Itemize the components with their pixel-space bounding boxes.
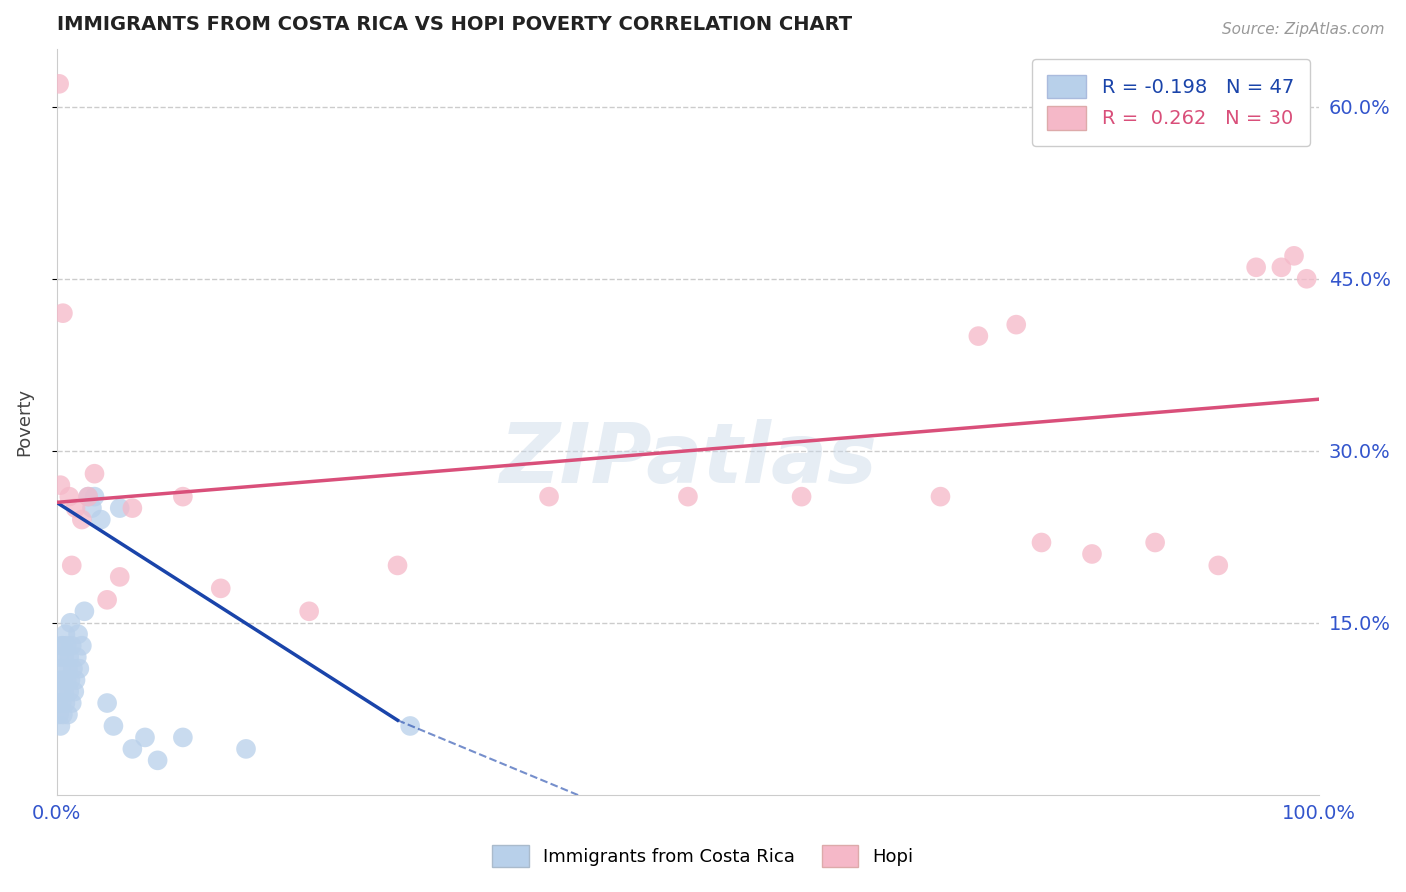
Point — [60, 696, 83, 710]
Point — [1244, 260, 1267, 275]
Text: Source: ZipAtlas.com: Source: ZipAtlas.com — [1222, 22, 1385, 37]
Point — [53, 684, 76, 698]
Point — [48, 707, 70, 722]
Point — [1206, 558, 1229, 573]
Point — [121, 501, 143, 516]
Point — [146, 753, 169, 767]
Point — [52, 707, 75, 722]
Point — [66, 650, 89, 665]
Point — [48, 650, 70, 665]
Point — [1031, 535, 1053, 549]
Point — [103, 719, 125, 733]
Point — [55, 696, 77, 710]
Point — [51, 639, 73, 653]
Y-axis label: Poverty: Poverty — [15, 388, 32, 456]
Point — [96, 696, 118, 710]
Point — [65, 501, 87, 516]
Point — [63, 684, 86, 698]
Point — [929, 490, 952, 504]
Point — [790, 490, 813, 504]
Point — [1144, 535, 1167, 549]
Point — [235, 742, 257, 756]
Point — [49, 662, 72, 676]
Legend: R = -0.198   N = 47, R =  0.262   N = 30: R = -0.198 N = 47, R = 0.262 N = 30 — [1032, 59, 1309, 145]
Text: IMMIGRANTS FROM COSTA RICA VS HOPI POVERTY CORRELATION CHART: IMMIGRANTS FROM COSTA RICA VS HOPI POVER… — [56, 15, 852, 34]
Point — [1295, 272, 1317, 286]
Point — [83, 490, 105, 504]
Point — [48, 77, 70, 91]
Point — [52, 639, 75, 653]
Point — [59, 673, 82, 687]
Point — [96, 592, 118, 607]
Point — [58, 684, 80, 698]
Point — [59, 615, 82, 630]
Point — [172, 490, 194, 504]
Point — [676, 490, 699, 504]
Point — [73, 604, 96, 618]
Point — [108, 501, 131, 516]
Point — [52, 306, 75, 320]
Point — [77, 490, 100, 504]
Text: ZIPatlas: ZIPatlas — [499, 419, 877, 500]
Point — [1005, 318, 1028, 332]
Point — [53, 650, 76, 665]
Point — [46, 673, 69, 687]
Point — [83, 467, 105, 481]
Point — [58, 490, 80, 504]
Point — [56, 707, 79, 722]
Point — [209, 582, 232, 596]
Point — [62, 662, 84, 676]
Point — [60, 558, 83, 573]
Point — [67, 662, 90, 676]
Point — [67, 627, 90, 641]
Point — [108, 570, 131, 584]
Point — [52, 673, 75, 687]
Point — [60, 639, 83, 653]
Point — [538, 490, 561, 504]
Point — [1270, 260, 1292, 275]
Point — [77, 490, 100, 504]
Point — [172, 731, 194, 745]
Point — [49, 719, 72, 733]
Point — [49, 478, 72, 492]
Point — [70, 512, 93, 526]
Point — [121, 742, 143, 756]
Point — [51, 696, 73, 710]
Point — [58, 650, 80, 665]
Point — [967, 329, 990, 343]
Point — [46, 696, 69, 710]
Point — [80, 501, 103, 516]
Point — [298, 604, 321, 618]
Point — [56, 662, 79, 676]
Point — [70, 639, 93, 653]
Point — [55, 673, 77, 687]
Point — [134, 731, 156, 745]
Legend: Immigrants from Costa Rica, Hopi: Immigrants from Costa Rica, Hopi — [485, 838, 921, 874]
Point — [55, 627, 77, 641]
Point — [1081, 547, 1104, 561]
Point — [387, 558, 409, 573]
Point — [65, 673, 87, 687]
Point — [1282, 249, 1305, 263]
Point — [49, 684, 72, 698]
Point — [90, 512, 112, 526]
Point — [399, 719, 422, 733]
Point — [55, 639, 77, 653]
